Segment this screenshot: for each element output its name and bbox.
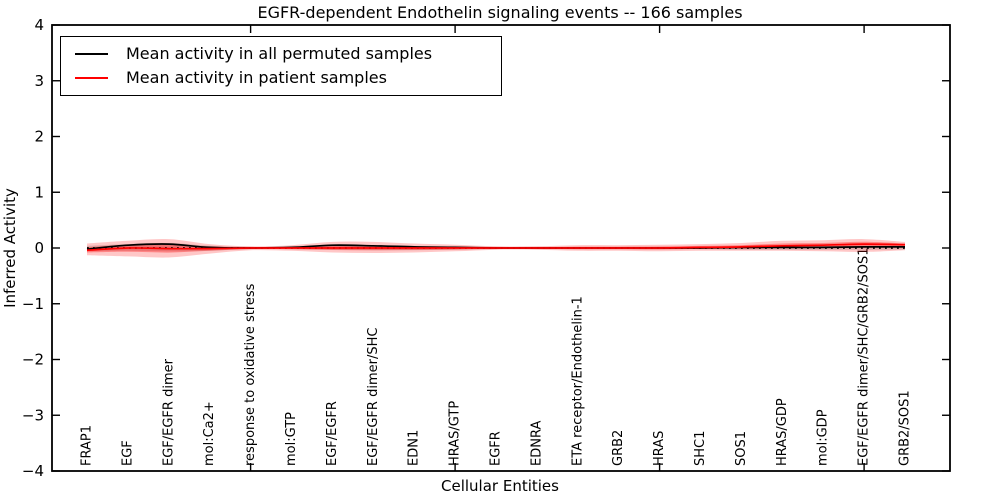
y-tick-label: −3 bbox=[22, 406, 44, 424]
legend-item-permuted: Mean activity in all permuted samples bbox=[75, 43, 501, 63]
y-axis-label: Inferred Activity bbox=[1, 188, 19, 308]
legend-label-patient: Mean activity in patient samples bbox=[126, 68, 387, 88]
x-tick-label: EGF/EGFR bbox=[325, 401, 340, 466]
y-tick-label: 1 bbox=[34, 183, 44, 201]
x-tick-label: SOS1 bbox=[734, 431, 749, 466]
legend-label-permuted: Mean activity in all permuted samples bbox=[126, 43, 433, 63]
x-tick-label: EDNRA bbox=[529, 421, 544, 466]
x-tick-label: EGF/EGFR dimer/SHC/GRB2/SOS1 bbox=[857, 248, 872, 467]
x-tick-label: GRB2/SOS1 bbox=[898, 390, 913, 466]
x-tick-label: HRAS bbox=[652, 431, 667, 466]
y-tick-label: −1 bbox=[22, 295, 44, 313]
chart-title: EGFR-dependent Endothelin signaling even… bbox=[257, 3, 743, 22]
legend: Mean activity in all permuted samples Me… bbox=[60, 36, 502, 96]
y-tick-label: −4 bbox=[22, 462, 44, 480]
x-axis-label: Cellular Entities bbox=[441, 477, 559, 495]
legend-item-patient: Mean activity in patient samples bbox=[75, 70, 501, 86]
x-tick-label: EGF bbox=[120, 440, 135, 466]
x-tick-label: HRAS/GDP bbox=[775, 398, 790, 466]
x-tick-label: HRAS/GTP bbox=[448, 401, 463, 466]
y-tick-label: 4 bbox=[34, 16, 44, 34]
x-tick-label: mol:GDP bbox=[816, 409, 831, 466]
x-tick-label: EDN1 bbox=[407, 430, 422, 466]
y-tick-label: −2 bbox=[22, 351, 44, 369]
x-tick-label: EGFR bbox=[489, 431, 504, 466]
permuted-line-swatch bbox=[75, 52, 108, 55]
x-tick-label: EGF/EGFR dimer/SHC bbox=[366, 328, 381, 466]
x-tick-label: EGF/EGFR dimer bbox=[161, 358, 176, 466]
y-tick-label: 0 bbox=[34, 239, 44, 257]
x-tick-label: mol:Ca2+ bbox=[202, 401, 217, 466]
x-tick-label: GRB2 bbox=[611, 430, 626, 466]
x-tick-label: FRAP1 bbox=[80, 425, 95, 466]
x-tick-label: SHC1 bbox=[693, 431, 708, 466]
x-tick-label: mol:GTP bbox=[284, 412, 299, 466]
y-tick-label: 3 bbox=[34, 72, 44, 90]
y-tick-label: 2 bbox=[34, 128, 44, 146]
x-tick-label: response to oxidative stress bbox=[243, 283, 258, 466]
patient-mean-line bbox=[86, 243, 906, 252]
x-tick-label: ETA receptor/Endothelin-1 bbox=[570, 296, 585, 466]
patient-line-swatch bbox=[75, 77, 108, 80]
